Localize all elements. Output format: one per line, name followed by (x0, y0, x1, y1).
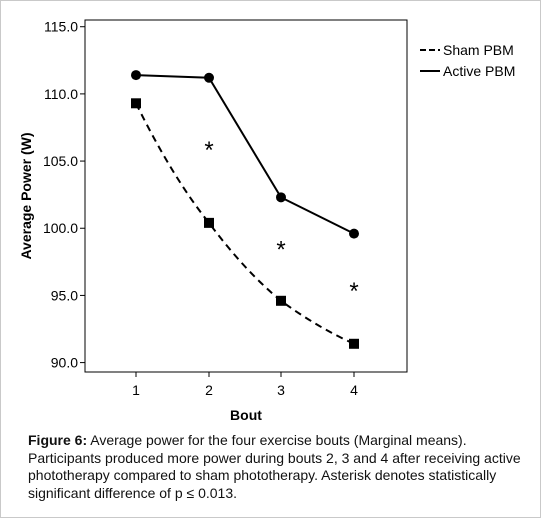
significance-asterisk: * (349, 278, 358, 305)
x-axis: 1 2 3 4 (132, 372, 358, 398)
caption-label: Figure 6: (28, 432, 88, 448)
significance-asterisk: * (276, 236, 285, 263)
active-pbm-marker (276, 192, 286, 203)
y-tick-label: 115.0 (44, 19, 78, 35)
legend-label-sham-pbm: Sham PBM (443, 42, 514, 58)
legend: Sham PBM Active PBM (420, 42, 515, 79)
sham-pbm-marker (276, 295, 286, 306)
sham-pbm-line (135, 102, 355, 345)
significance-asterisk: * (204, 137, 213, 164)
series-layer (131, 70, 359, 349)
annotation-layer: * * * (204, 137, 358, 305)
y-tick-label: 90.0 (51, 355, 78, 371)
y-tick-label: 100.0 (43, 220, 78, 236)
y-tick-label: 105.0 (43, 153, 78, 169)
active-pbm-marker (349, 228, 359, 239)
y-tick-label: 95.0 (51, 287, 78, 303)
x-tick-label: 4 (350, 382, 358, 398)
x-axis-label: Bout (230, 407, 262, 423)
x-tick-label: 1 (132, 382, 140, 398)
active-pbm-line (135, 74, 355, 235)
y-axis-label: Average Power (W) (18, 132, 34, 259)
line-chart: 90.0 95.0 100.0 105.0 110.0 115.0 1 2 3 4 * * * Bo… (18, 19, 515, 423)
y-axis: 90.0 95.0 100.0 105.0 110.0 115.0 (43, 19, 85, 371)
sham-pbm-marker (349, 338, 359, 349)
active-pbm-marker (131, 70, 141, 81)
x-tick-label: 3 (277, 382, 285, 398)
sham-pbm-marker (204, 217, 214, 228)
caption-text: Average power for the four exercise bout… (28, 432, 521, 501)
figure-caption: Figure 6: Average power for the four exe… (28, 432, 528, 502)
x-tick-label: 2 (205, 382, 213, 398)
sham-pbm-marker (131, 98, 141, 109)
active-pbm-marker (204, 72, 214, 83)
legend-label-active-pbm: Active PBM (443, 63, 515, 79)
y-tick-label: 110.0 (44, 86, 78, 102)
